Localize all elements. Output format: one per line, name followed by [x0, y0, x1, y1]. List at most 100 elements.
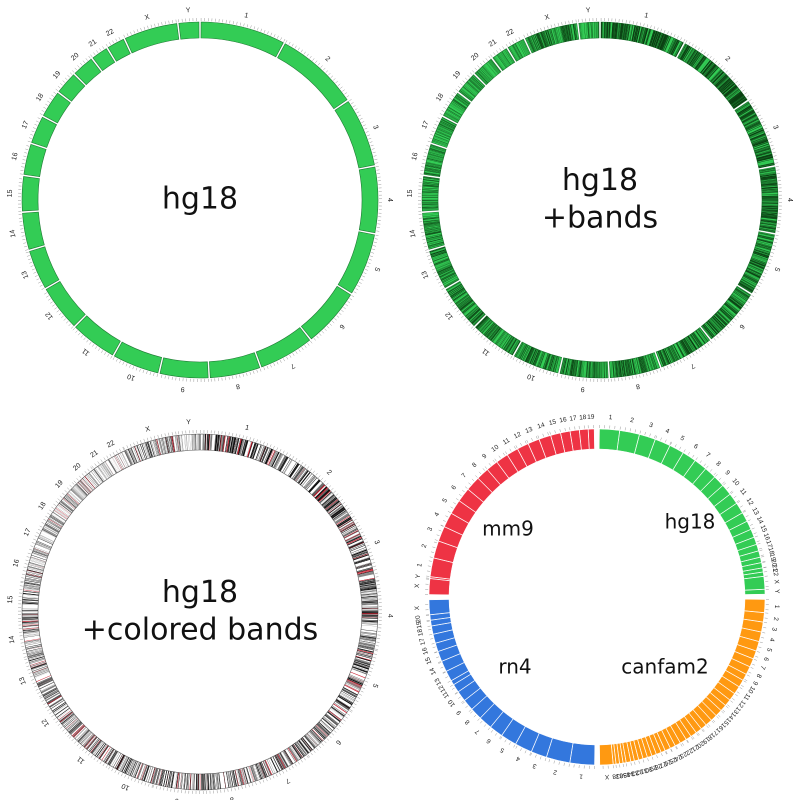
cytoband — [618, 360, 621, 377]
scale-tick — [30, 545, 34, 548]
scale-tick — [330, 75, 334, 78]
cytoband — [731, 294, 745, 304]
scale-tick — [372, 562, 376, 564]
cytoband — [537, 351, 544, 367]
cytoband — [721, 81, 734, 93]
cytoband — [760, 219, 777, 222]
cytoband — [761, 213, 778, 216]
cytoband — [517, 343, 526, 359]
scale-tick — [263, 367, 266, 371]
cytoband — [477, 317, 489, 330]
scale-tick — [99, 48, 102, 51]
cytoband — [695, 56, 707, 71]
cytoband — [750, 260, 765, 267]
scale-tick — [751, 295, 755, 298]
cytoband — [648, 354, 654, 370]
ideogram-segment — [200, 21, 284, 58]
cytoband — [738, 107, 753, 116]
scale-tick — [676, 361, 679, 365]
cytoband — [760, 220, 777, 224]
scale-tick — [367, 262, 371, 264]
scale-tick — [269, 444, 272, 448]
chromosome-chr3: 3 — [334, 99, 379, 169]
scale-tick — [20, 580, 24, 582]
ideogram-segment — [337, 231, 375, 294]
cytoband — [761, 181, 778, 184]
cytoband — [669, 39, 677, 54]
cytoband — [702, 325, 713, 339]
scale-tick — [455, 88, 459, 92]
cytoband — [696, 329, 707, 343]
scale-tick — [67, 75, 70, 78]
cytoband — [755, 244, 772, 250]
cytoband — [487, 325, 498, 339]
cytoband — [494, 330, 505, 344]
cytoband — [748, 264, 764, 272]
scale-tick — [130, 31, 132, 35]
scale-tick — [474, 67, 478, 71]
scale-tick — [451, 94, 454, 97]
scale-tick — [96, 50, 99, 53]
cytoband — [520, 344, 528, 360]
scale-tick — [28, 672, 32, 674]
scale-tick — [253, 26, 256, 30]
cytoband — [745, 270, 761, 278]
cytoband — [622, 360, 625, 377]
scale-tick — [358, 693, 362, 696]
scale-tick — [34, 685, 38, 688]
ideogram-segment — [277, 43, 348, 110]
cytoband — [525, 347, 533, 362]
scale-tick — [373, 565, 377, 567]
cytoband — [622, 23, 625, 40]
cytoband — [760, 179, 777, 182]
chromosome-label: 8 — [235, 382, 240, 390]
cytoband — [611, 22, 614, 39]
scale-tick — [77, 65, 80, 68]
cytoband — [644, 355, 650, 372]
scale-tick — [41, 287, 45, 290]
cytoband — [739, 110, 754, 119]
cytoband — [754, 249, 770, 255]
scale-tick — [239, 434, 241, 438]
cytoband — [570, 359, 574, 376]
cytoband — [652, 353, 659, 369]
scale-tick — [670, 364, 672, 368]
scale-tick — [64, 731, 68, 735]
chromosome-chr16: 16 — [12, 550, 49, 585]
scale-tick — [710, 340, 713, 344]
cytoband — [671, 40, 679, 55]
cytoband — [731, 96, 745, 106]
cytoband — [755, 244, 772, 250]
scale-tick — [25, 662, 29, 664]
scale-tick — [372, 151, 376, 154]
scale-tick — [464, 77, 468, 81]
cytoband — [649, 354, 655, 370]
scale-tick — [246, 24, 249, 28]
cytoband — [561, 358, 566, 374]
scale-tick — [512, 357, 515, 360]
scale-tick — [256, 439, 258, 443]
scale-tick — [21, 235, 25, 237]
scale-tick — [33, 271, 37, 274]
scale-tick — [313, 750, 316, 753]
cytoband — [755, 150, 772, 157]
scale-tick — [656, 369, 658, 373]
cytoband — [760, 179, 777, 182]
cytoband — [759, 171, 776, 175]
scale-tick — [343, 719, 346, 722]
scale-tick — [761, 121, 765, 123]
chromosome-chr9: 9 — [559, 357, 609, 393]
scale-tick — [232, 21, 234, 25]
scale-tick — [706, 53, 709, 57]
cytoband — [703, 324, 714, 338]
scale-tick — [775, 165, 779, 168]
chromosome-label: 16 — [12, 559, 21, 568]
cytoband — [724, 303, 738, 314]
scale-tick — [279, 772, 281, 776]
scale-tick — [523, 34, 526, 38]
cytoband — [537, 351, 544, 367]
scale-tick — [515, 38, 518, 42]
cytoband — [760, 173, 777, 176]
cytoband — [588, 361, 590, 378]
scale-tick — [355, 522, 359, 524]
